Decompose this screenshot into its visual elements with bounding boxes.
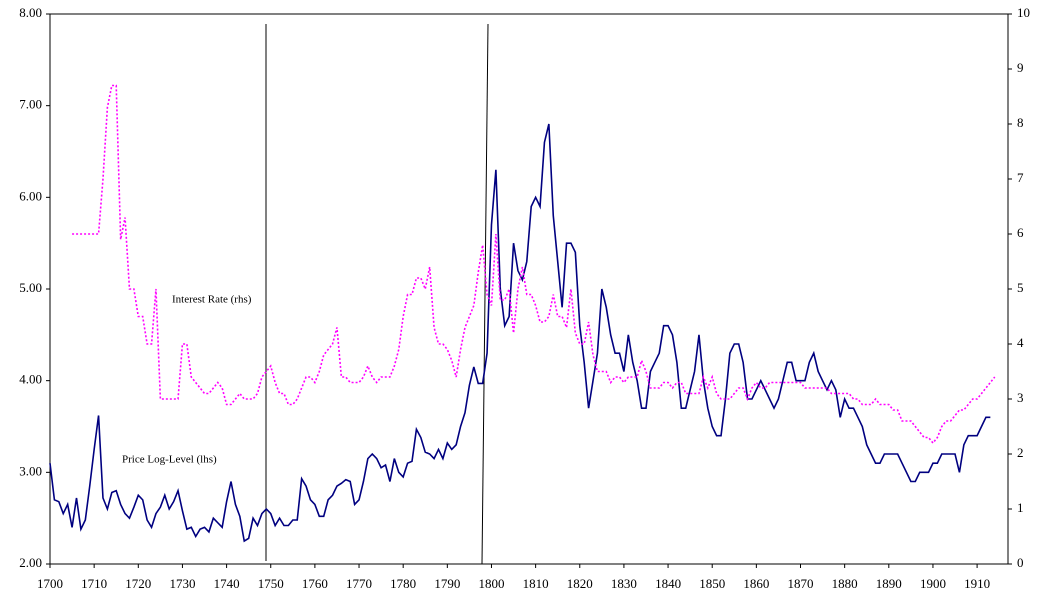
series-line: [49, 123, 991, 543]
x-tick-label: 1710: [81, 576, 107, 591]
x-tick-label: 1800: [478, 576, 504, 591]
x-tick-label: 1770: [346, 576, 372, 591]
x-tick-label: 1790: [434, 576, 460, 591]
y-tick-label: 2.00: [19, 555, 42, 570]
x-tick-label: 1860: [743, 576, 769, 591]
y2-tick-label: 2: [1017, 445, 1024, 460]
x-tick-label: 1840: [655, 576, 681, 591]
x-tick-label: 1740: [214, 576, 240, 591]
x-tick-label: 1780: [390, 576, 416, 591]
x-tick-label: 1900: [920, 576, 946, 591]
y2-tick-label: 1: [1017, 500, 1024, 515]
x-tick-label: 1880: [832, 576, 858, 591]
y-tick-label: 5.00: [19, 280, 42, 295]
y-tick-label: 3.00: [19, 463, 42, 478]
x-tick-label: 1730: [169, 576, 195, 591]
marker-line: [481, 23, 489, 565]
y2-tick-label: 4: [1017, 335, 1024, 350]
y-tick-label: 7.00: [19, 97, 42, 112]
x-tick-label: 1830: [611, 576, 637, 591]
y-tick-label: 4.00: [19, 372, 42, 387]
y2-tick-label: 0: [1017, 555, 1024, 570]
y2-tick-label: 7: [1017, 170, 1024, 185]
x-tick-label: 1890: [876, 576, 902, 591]
y2-tick-label: 5: [1017, 280, 1024, 295]
plot-frame: [49, 13, 1009, 565]
series-label: Price Log-Level (lhs): [122, 454, 217, 466]
x-tick-label: 1750: [258, 576, 284, 591]
y2-tick-label: 3: [1017, 390, 1024, 405]
y2-tick-label: 9: [1017, 60, 1024, 75]
y-tick-label: 8.00: [19, 5, 42, 20]
y2-tick-label: 10: [1017, 5, 1030, 20]
y-tick-label: 6.00: [19, 188, 42, 203]
y2-tick-label: 8: [1017, 115, 1024, 130]
x-tick-label: 1810: [523, 576, 549, 591]
x-tick-label: 1910: [964, 576, 990, 591]
x-tick-label: 1850: [699, 576, 725, 591]
series-line: [72, 84, 996, 445]
series-label: Interest Rate (rhs): [172, 294, 252, 306]
y2-tick-label: 6: [1017, 225, 1024, 240]
x-tick-label: 1760: [302, 576, 328, 591]
x-tick-label: 1700: [37, 576, 63, 591]
x-tick-label: 1820: [567, 576, 593, 591]
x-tick-label: 1870: [788, 576, 814, 591]
x-tick-label: 1720: [125, 576, 151, 591]
